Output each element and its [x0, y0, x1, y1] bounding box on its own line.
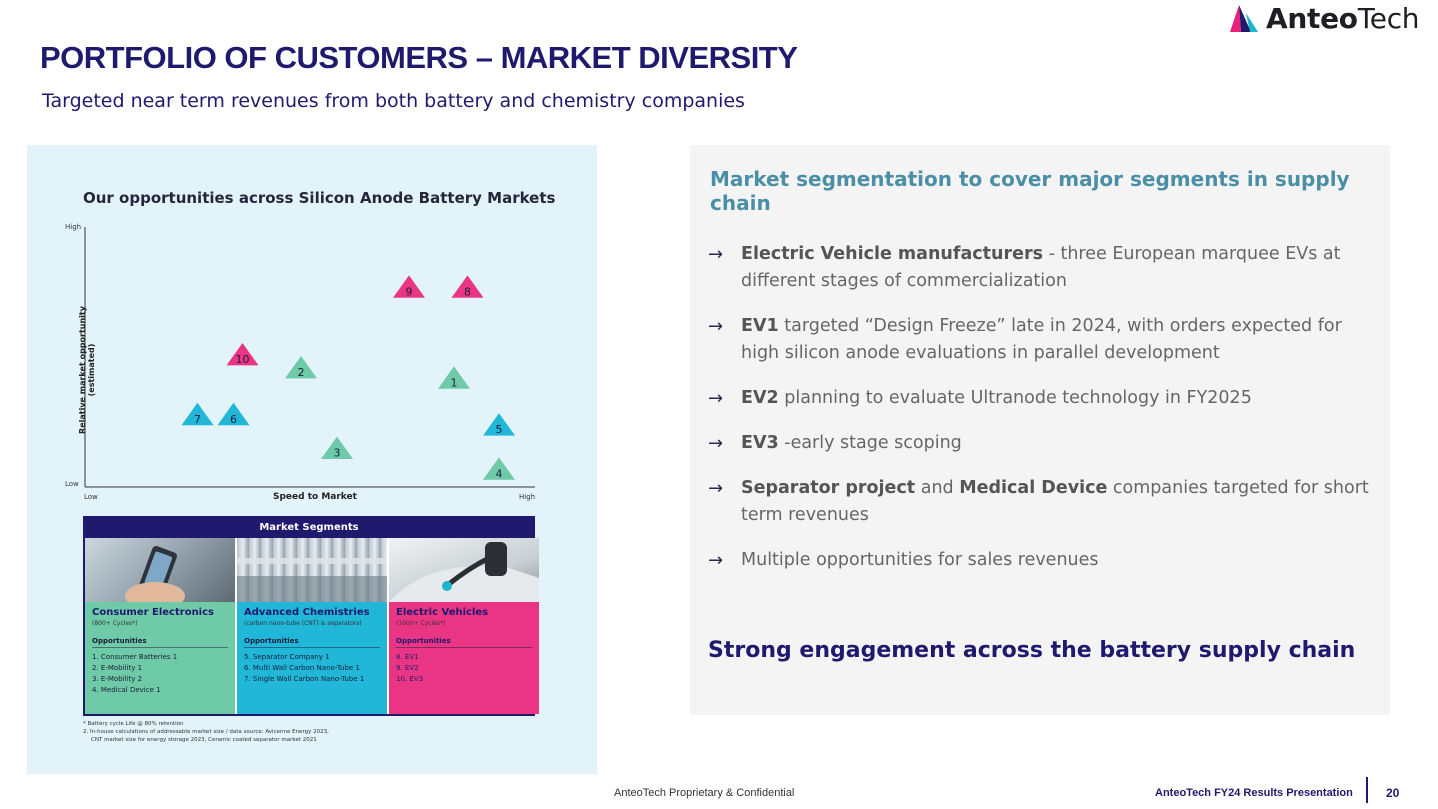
marker-label: 8 — [464, 285, 471, 298]
x-axis-low-label: Low — [84, 493, 98, 501]
bullet-item: → EV3 -early stage scoping — [708, 430, 1378, 457]
segment-name: Electric Vehicles — [396, 607, 489, 618]
market-segments-title: Market Segments — [85, 518, 533, 538]
triangle-marker — [181, 402, 214, 426]
triangle-marker — [226, 343, 259, 366]
marker-label: 1 — [451, 376, 458, 389]
page-subtitle: Targeted near term revenues from both ba… — [42, 90, 745, 112]
opportunities-label: Opportunities — [244, 637, 380, 648]
opportunity-marker-8: 8 — [451, 275, 484, 298]
marker-label: 6 — [230, 413, 237, 426]
segment-name: Consumer Electronics — [92, 607, 214, 618]
footnote: CNT market size for energy storage 2023,… — [91, 737, 317, 743]
list-item: 10. EV3 — [396, 675, 424, 683]
y-axis-title: Relative market opportunity (estimated) — [78, 306, 96, 434]
marker-label: 3 — [334, 447, 341, 460]
x-axis-high-label: High — [519, 493, 536, 501]
ev-charger-icon — [389, 542, 539, 602]
opportunity-marker-10: 10 — [226, 343, 259, 366]
triangle-marker — [438, 366, 470, 389]
segment-advanced-chemistries: Advanced Chemistries (carbon nano-tube (… — [237, 538, 389, 714]
footnote: 2. In-house calculations of addressable … — [83, 729, 329, 735]
arrow-right-icon: → — [708, 316, 724, 337]
marker-label: 4 — [496, 467, 503, 480]
marker-label: 5 — [496, 423, 503, 436]
marker-label: 2 — [298, 366, 305, 379]
opportunities-label: Opportunities — [92, 637, 228, 648]
opportunity-marker-2: 2 — [285, 356, 317, 379]
market-segmentation-panel: Market segmentation to cover major segme… — [690, 145, 1390, 715]
opportunity-marker-7: 7 — [181, 402, 214, 426]
panel-footer-statement: Strong engagement across the battery sup… — [708, 638, 1356, 663]
list-item: 3. E-Mobility 2 — [92, 675, 143, 683]
marker-label: 9 — [406, 285, 413, 298]
segment-subtitle: (800+ Cycles*) — [92, 620, 138, 627]
triangle-marker — [393, 275, 425, 298]
anteotech-logo: AnteoTech — [1228, 0, 1428, 36]
segment-consumer-electronics: Consumer Electronics (800+ Cycles*) Oppo… — [85, 538, 237, 714]
opportunity-marker-3: 3 — [321, 436, 353, 460]
marker-label: 7 — [194, 413, 201, 426]
opportunity-marker-5: 5 — [483, 413, 515, 436]
segment-electric-vehicles: Electric Vehicles (1000+ Cycles*) Opport… — [389, 538, 539, 714]
page-title: PORTFOLIO OF CUSTOMERS – MARKET DIVERSIT… — [40, 40, 798, 75]
opportunities-chart: 1 2 3 4 5 6 7 8 9 10 — [84, 227, 535, 488]
opportunities-label: Opportunities — [396, 637, 532, 648]
bullet-item: → EV1 targeted “Design Freeze” late in 2… — [708, 313, 1378, 367]
opportunities-figure: Our opportunities across Silicon Anode B… — [27, 145, 597, 774]
list-item: 8. EV1 — [396, 653, 419, 661]
panel-heading: Market segmentation to cover major segme… — [710, 167, 1350, 215]
segment-subtitle: (1000+ Cycles*) — [396, 620, 446, 627]
market-segments-table: Market Segments Consumer Electronics (80… — [83, 516, 539, 716]
confidential-notice: AnteoTech Proprietary & Confidential — [614, 787, 795, 799]
presentation-name: AnteoTech FY24 Results Presentation — [1155, 787, 1353, 799]
opportunity-marker-4: 4 — [483, 457, 515, 480]
bullet-item: → Separator project and Medical Device c… — [708, 475, 1378, 529]
bullet-item: → Electric Vehicle manufacturers - three… — [708, 241, 1378, 295]
triangle-marker — [321, 436, 353, 459]
arrow-right-icon: → — [708, 244, 724, 265]
arrow-right-icon: → — [708, 433, 724, 454]
list-item: 1. Consumer Batteries 1 — [92, 653, 178, 661]
y-axis-low-label: Low — [65, 480, 79, 488]
consumer-electronics-photo — [85, 538, 235, 602]
arrow-right-icon: → — [708, 478, 724, 499]
logo-wordmark: AnteoTech — [1266, 1, 1420, 35]
bullet-item: → Multiple opportunities for sales reven… — [708, 547, 1378, 574]
triangle-marker — [217, 402, 250, 426]
y-axis-high-label: High — [65, 223, 82, 231]
arrow-right-icon: → — [708, 388, 724, 409]
battery-cells-icon — [237, 558, 387, 602]
segment-name: Advanced Chemistries — [244, 607, 370, 618]
page-number: 20 — [1386, 786, 1400, 800]
triangle-marker — [483, 413, 515, 436]
bullet-item: → EV2 planning to evaluate Ultranode tec… — [708, 385, 1378, 412]
list-item: 2. E-Mobility 1 — [92, 664, 143, 672]
anteotech-logo-icon — [1230, 5, 1258, 32]
marker-label: 10 — [236, 353, 250, 366]
triangle-marker — [285, 356, 317, 379]
list-item: 4. Medical Device 1 — [92, 686, 161, 694]
figure-footnotes: * Battery cycle Life @ 80% retention 2. … — [83, 720, 329, 744]
list-item: 5. Separator Company 1 — [244, 653, 330, 661]
triangle-marker — [451, 275, 484, 298]
list-item: 7. Single Wall Carbon Nano-Tube 1 — [244, 675, 365, 683]
segment-subtitle: (carbon nano-tube (CNT) & separators) — [244, 620, 362, 627]
opportunity-marker-9: 9 — [393, 275, 425, 298]
list-item: 6. Multi Wall Carbon Nano-Tube 1 — [244, 664, 360, 672]
ev-charging-photo — [389, 538, 539, 602]
opportunity-marker-1: 1 — [438, 366, 470, 389]
smartphone-hand-icon — [125, 546, 185, 602]
chart-title: Our opportunities across Silicon Anode B… — [83, 189, 556, 207]
triangle-marker — [483, 457, 515, 480]
arrow-right-icon: → — [708, 550, 724, 571]
list-item: 9. EV2 — [396, 664, 419, 672]
footnote: * Battery cycle Life @ 80% retention — [83, 721, 184, 727]
x-axis-title: Speed to Market — [273, 492, 357, 502]
footer-divider — [1366, 777, 1368, 803]
battery-cells-photo — [237, 538, 387, 602]
bullet-list: → Electric Vehicle manufacturers - three… — [708, 241, 1378, 592]
opportunity-marker-6: 6 — [217, 402, 250, 426]
